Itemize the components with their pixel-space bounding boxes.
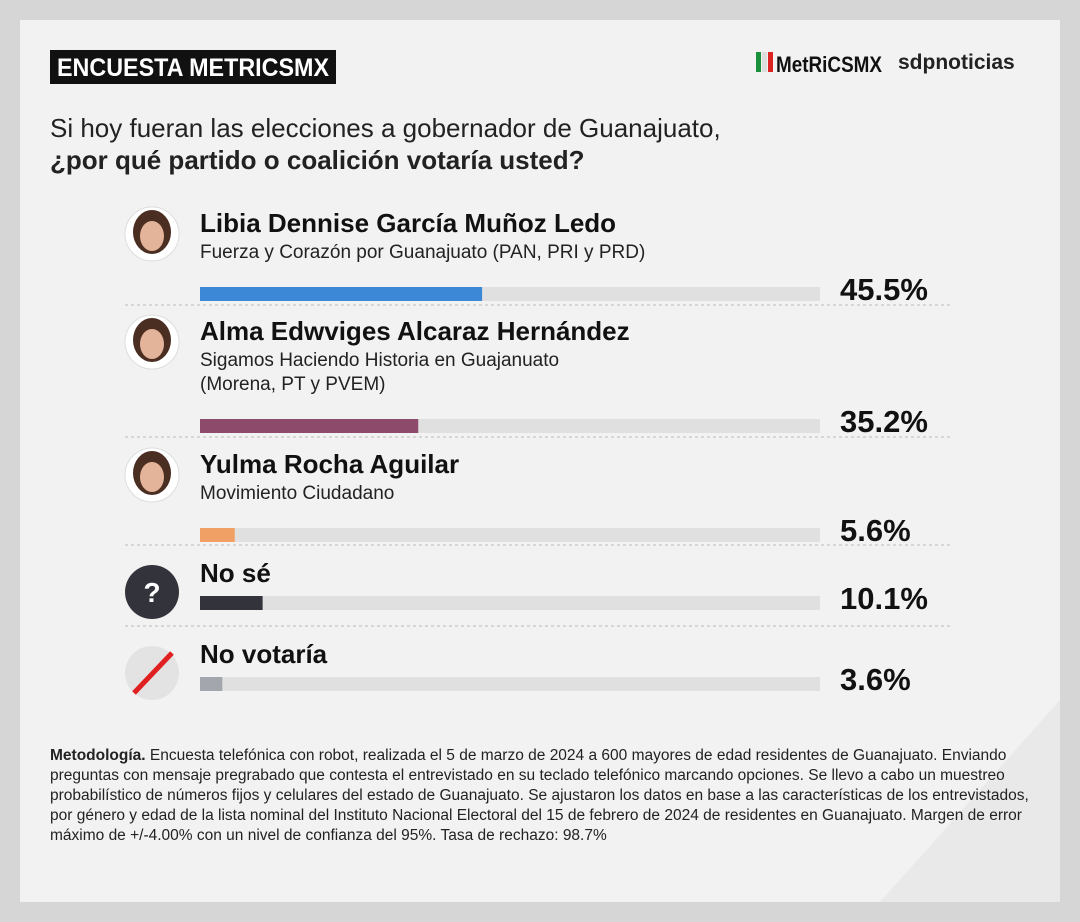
logo-flag — [756, 52, 761, 72]
category-label: Yulma Rocha Aguilar — [200, 449, 459, 479]
badge: ENCUESTA METRICSMX — [57, 54, 329, 82]
icon-glyph: ? — [143, 577, 160, 608]
value-label: 35.2% — [840, 404, 928, 439]
icon — [125, 565, 179, 619]
methodology: Metodología. Encuesta telefónica con rob… — [50, 746, 1035, 846]
bar-track — [200, 528, 820, 542]
category-label: Libia Dennise García Muñoz Ledo — [200, 208, 616, 238]
value-label: 10.1% — [840, 581, 928, 616]
category-desc: Movimiento Ciudadano — [200, 483, 394, 504]
bar — [200, 528, 235, 542]
value-label: 45.5% — [840, 272, 928, 307]
bar-track — [200, 677, 820, 691]
logo-flag — [768, 52, 773, 72]
icon-slash — [132, 651, 174, 695]
bar — [200, 677, 223, 691]
avatar-face — [140, 221, 164, 251]
question: Si hoy fueran las elecciones a gobernado… — [50, 113, 721, 143]
methodology-text: Encuesta telefónica con robot, realizada… — [50, 747, 1029, 844]
bar-track — [200, 596, 820, 610]
bar — [200, 596, 263, 610]
category-label: No sé — [200, 558, 271, 588]
panel — [20, 20, 1060, 902]
avatar-face — [140, 462, 164, 492]
logo: MetRiCSMX — [776, 52, 882, 77]
value-label: 3.6% — [840, 662, 911, 697]
category-desc: Sigamos Haciendo Historia en Guajanuato — [200, 350, 559, 371]
badge-bg — [50, 50, 336, 84]
logo-flag — [762, 52, 767, 72]
decor — [880, 700, 1060, 902]
partner-logo: sdpnoticias — [898, 51, 1015, 74]
avatar-face — [140, 329, 164, 359]
bar — [200, 419, 419, 433]
category-desc: (Morena, PT y PVEM) — [200, 374, 385, 395]
bar — [200, 287, 483, 301]
value-label: 5.6% — [840, 513, 911, 548]
category-desc: Fuerza y Corazón por Guanajuato (PAN, PR… — [200, 242, 645, 263]
category-label: No votaría — [200, 639, 328, 669]
question: ¿por qué partido o coalición votaría ust… — [50, 145, 585, 175]
methodology-label: Metodología. — [50, 747, 146, 764]
category-label: Alma Edwviges Alcaraz Hernández — [200, 316, 630, 346]
